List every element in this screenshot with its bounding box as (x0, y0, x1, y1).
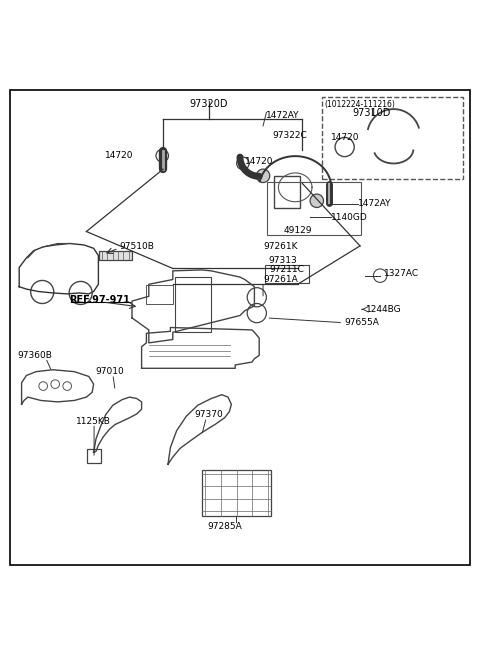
Circle shape (256, 169, 270, 183)
Text: 97261A: 97261A (263, 275, 298, 284)
Bar (265, 265, 309, 284)
Text: 1472AY: 1472AY (358, 199, 391, 208)
Text: 97310D: 97310D (353, 107, 391, 118)
Text: 97370: 97370 (194, 411, 223, 419)
Text: 1327AC: 1327AC (384, 269, 419, 278)
Text: 14720: 14720 (331, 133, 360, 142)
Text: 97655A: 97655A (345, 318, 380, 328)
Bar (175, 277, 211, 332)
Text: 97313: 97313 (269, 256, 298, 265)
Text: 97010: 97010 (95, 367, 124, 376)
Text: 1472AY: 1472AY (266, 111, 300, 121)
Text: 97211C: 97211C (270, 265, 305, 274)
Text: REF.97-971: REF.97-971 (70, 295, 130, 305)
Bar (274, 176, 300, 208)
Text: 14720: 14720 (245, 157, 273, 166)
Bar (202, 470, 271, 515)
Text: (1012224-111216): (1012224-111216) (324, 100, 395, 109)
Text: 1125KB: 1125KB (76, 417, 111, 426)
Text: 97261K: 97261K (263, 242, 298, 252)
Text: 97320D: 97320D (190, 98, 228, 109)
Bar (99, 251, 132, 260)
Text: 1140GD: 1140GD (331, 213, 368, 221)
Text: 97360B: 97360B (17, 351, 52, 360)
Text: 49129: 49129 (283, 225, 312, 234)
Bar (146, 286, 173, 305)
Bar (267, 182, 361, 235)
Text: 97510B: 97510B (119, 242, 154, 252)
Text: 1244BG: 1244BG (366, 305, 401, 314)
Bar (87, 449, 101, 463)
Text: 14720: 14720 (105, 151, 133, 160)
Circle shape (310, 194, 324, 208)
Text: 97285A: 97285A (207, 523, 242, 531)
Text: 97322C: 97322C (273, 131, 307, 140)
